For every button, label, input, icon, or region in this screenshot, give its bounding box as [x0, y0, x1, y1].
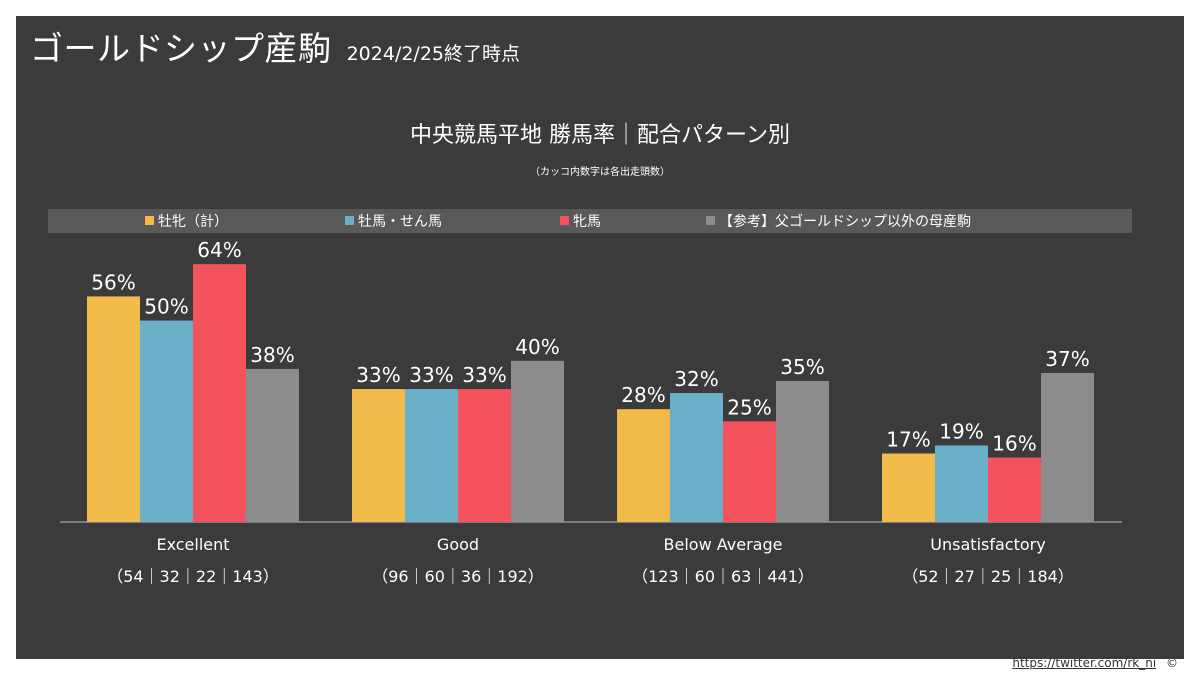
data-label: 56%	[91, 270, 135, 294]
data-label: 50%	[144, 295, 188, 319]
bar	[776, 381, 829, 522]
bar	[670, 393, 723, 522]
legend-bar	[48, 209, 1132, 233]
bar	[617, 409, 670, 522]
legend-swatch	[145, 216, 154, 225]
legend-swatch	[706, 216, 715, 225]
legend-label: 牡馬・せん馬	[358, 214, 442, 230]
data-label: 40%	[515, 335, 559, 359]
legend-label: 【参考】父ゴールドシップ以外の母産駒	[719, 213, 971, 230]
data-label: 38%	[250, 343, 294, 367]
bar	[405, 389, 458, 522]
bar	[458, 389, 511, 522]
data-label: 25%	[727, 395, 771, 419]
bar	[882, 453, 935, 522]
bar	[193, 264, 246, 522]
data-label: 37%	[1045, 347, 1089, 371]
data-label: 16%	[992, 432, 1036, 456]
category-label: Below Average	[664, 535, 783, 554]
category-count: （96｜60｜36｜192）	[372, 567, 544, 586]
data-label: 19%	[939, 419, 983, 443]
chart-note: （カッコ内数字は各出走頭数）	[530, 165, 670, 178]
copyright-mark: ©	[1166, 656, 1178, 670]
data-label: 64%	[197, 238, 241, 262]
category-label: Unsatisfactory	[930, 535, 1045, 554]
legend-swatch	[560, 216, 569, 225]
data-label: 28%	[621, 383, 665, 407]
data-label: 32%	[674, 367, 718, 391]
bar	[1041, 372, 1094, 522]
category-count: （123｜60｜63｜441）	[632, 567, 814, 586]
bar	[511, 360, 564, 522]
bar	[723, 421, 776, 522]
category-label: Excellent	[156, 535, 229, 554]
bar	[988, 457, 1041, 522]
twitter-link[interactable]: https://twitter.com/rk_ni	[1012, 656, 1157, 670]
page-title: ゴールドシップ産駒	[30, 29, 332, 68]
bar	[140, 320, 193, 522]
data-label: 33%	[409, 363, 453, 387]
data-label: 17%	[886, 428, 930, 452]
data-label: 35%	[780, 355, 824, 379]
legend-swatch	[345, 216, 354, 225]
footer: https://twitter.com/rk_ni ©	[1012, 656, 1178, 670]
data-label: 33%	[462, 363, 506, 387]
header: ゴールドシップ産駒 2024/2/25終了時点	[30, 22, 520, 70]
bar	[352, 389, 405, 522]
legend-label: 牡牝（計）	[158, 214, 228, 230]
page-subtitle: 2024/2/25終了時点	[346, 43, 521, 65]
legend-label: 牝馬	[573, 214, 601, 230]
category-count: （52｜27｜25｜184）	[902, 567, 1074, 586]
bar	[246, 368, 299, 522]
category-label: Good	[437, 535, 479, 554]
category-count: （54｜32｜22｜143）	[107, 567, 279, 586]
bar	[935, 445, 988, 522]
bar	[87, 296, 140, 522]
data-label: 33%	[356, 363, 400, 387]
chart-title: 中央競馬平地 勝馬率｜配合パターン別	[410, 123, 790, 148]
